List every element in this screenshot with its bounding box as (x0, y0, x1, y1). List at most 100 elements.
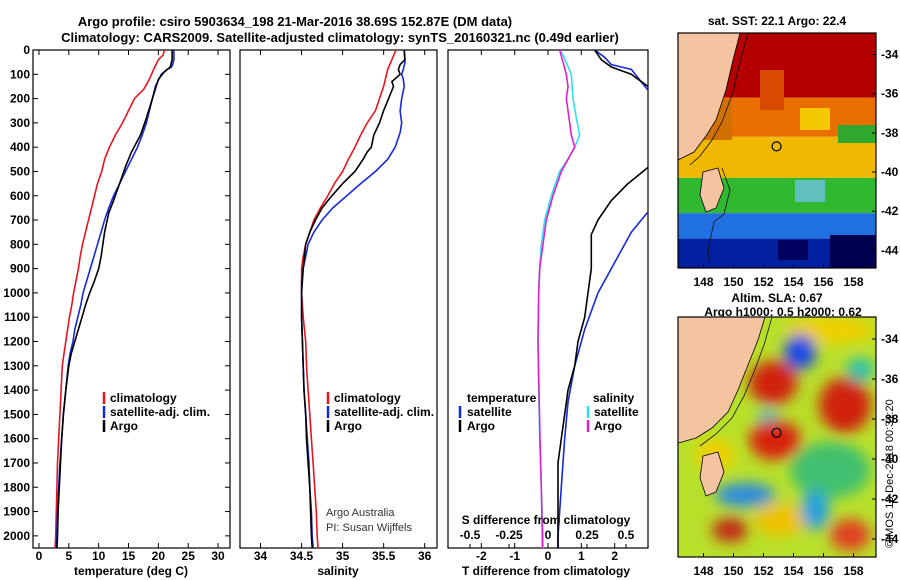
lon-tick-label: 152 (753, 275, 773, 289)
lat-tick-label: -34 (881, 332, 899, 346)
legend-label-s-satellite: satellite (594, 405, 639, 419)
sla-map: Altim. SLA: 0.67 Argo h1000: 0.5 h2000: … (677, 291, 899, 578)
temperature-xlabel: temperature (deg C) (74, 564, 188, 578)
x-tick-label: 20 (152, 549, 166, 563)
sst-patch (830, 235, 876, 268)
s-tick-label: 0.25 (575, 528, 599, 542)
lon-tick-label: 150 (723, 275, 743, 289)
x-tick-label: 30 (211, 549, 225, 563)
sla-blob (749, 420, 801, 460)
lat-tick-label: -42 (881, 204, 899, 218)
lon-tick-label: 154 (783, 564, 803, 578)
argo-position-marker (771, 141, 782, 152)
s-tick-label: 0 (545, 528, 552, 542)
depth-tick-label: 1500 (3, 407, 30, 421)
s-tick-label: -0.25 (495, 528, 523, 542)
sst-patch (800, 108, 830, 130)
lon-tick-label: 148 (693, 275, 713, 289)
lon-tick-label: 150 (723, 564, 743, 578)
salinity-legend: climatology satellite-adj. clim. Argo (326, 391, 434, 433)
sla-blob (749, 361, 797, 405)
sla-contour (699, 317, 773, 447)
x-tick-label: 0 (545, 549, 552, 563)
depth-tick-label: 900 (10, 262, 30, 276)
depth-tick-label: 2000 (3, 529, 30, 543)
sst-patch (760, 70, 784, 110)
sla-blob (754, 504, 806, 536)
sst-map: sat. SST: 22.1 Argo: 22.4 148 150 152 154 15… (677, 14, 899, 289)
depth-tick-label: 1700 (3, 456, 30, 470)
lat-tick-label: -34 (881, 48, 899, 62)
sla-blob (715, 483, 775, 507)
x-tick-label: 5 (65, 549, 72, 563)
legend-label-argo: Argo (334, 419, 362, 433)
legend-label-s-argo: Argo (594, 419, 622, 433)
sla-map-frame (677, 316, 877, 558)
lon-tick-label: 156 (813, 564, 833, 578)
sst-map-title: sat. SST: 22.1 Argo: 22.4 (708, 14, 847, 28)
salinity-xlabel: salinity (317, 564, 359, 578)
depth-tick-label: 300 (10, 116, 30, 130)
difference-legend-salinity: salinity satellite Argo (586, 391, 639, 433)
sst-map-frame (677, 32, 877, 269)
depth-tick-label: 600 (10, 189, 30, 203)
legend-label-climatology: climatology (110, 391, 177, 405)
series-s-argo (537, 50, 576, 548)
header-line2: Climatology: CARS2009. Satellite-adjuste… (61, 30, 619, 45)
sla-blob (830, 519, 870, 551)
s-tick-label: -0.5 (460, 528, 481, 542)
depth-tick-label: 1900 (3, 505, 30, 519)
legend-label-satellite: satellite-adj. clim. (334, 405, 434, 419)
s-difference-ticks: -0.5 -0.25 0 0.25 0.5 (460, 528, 635, 548)
x-tick-label: 25 (182, 549, 196, 563)
x-tick-label: 15 (122, 549, 136, 563)
series-argo (300, 50, 406, 548)
legend-title-temperature: temperature (467, 391, 537, 405)
x-tick-label: 1 (578, 549, 585, 563)
lon-tick-label: 152 (753, 564, 773, 578)
depth-tick-label: 500 (10, 164, 30, 178)
salinity-frame (239, 49, 438, 549)
temperature-panel: 0100200300400500600700800900100011001200… (3, 43, 648, 578)
sla-blob (784, 334, 816, 370)
lat-tick-label: -44 (881, 532, 899, 546)
credit-line1: Argo Australia (326, 507, 395, 519)
depth-tick-label: 100 (10, 67, 30, 81)
depth-tick-label: 800 (10, 237, 30, 251)
legend-title-salinity: salinity (593, 391, 635, 405)
series-t-satellite (557, 50, 648, 548)
header-line1: Argo profile: csiro 5903634_198 21-Mar-2… (78, 14, 512, 29)
sst-land-mainland (678, 33, 741, 161)
difference-legend-temperature: temperature satellite Argo (458, 391, 537, 433)
sst-patch (778, 240, 808, 260)
sla-map-title-2: Argo h1000: 0.5 h2000: 0.62 (704, 305, 862, 319)
x-tick-label: 36 (418, 549, 432, 563)
x-tick-label: 10 (92, 549, 106, 563)
sst-patch (838, 125, 876, 143)
lon-tick-label: 148 (693, 564, 713, 578)
x-tick-label: 35 (336, 549, 350, 563)
s-tick-label: 0.5 (618, 528, 635, 542)
lat-tick-label: -36 (881, 87, 899, 101)
x-tick-label: -1 (509, 549, 520, 563)
lat-tick-label: -40 (881, 452, 899, 466)
sst-contour (689, 33, 749, 268)
footer-timestamp: ©IMOS 13-Dec-2018 00:31:20 (884, 399, 896, 548)
difference-frame (447, 49, 649, 549)
salinity-panel: 34 34.5 35 35.5 36 salinity climatology sate… (239, 49, 438, 578)
credit-line2: PI: Susan Wijffels (326, 522, 412, 534)
temperature-legend: climatology satellite-adj. clim. Argo (102, 391, 210, 433)
argo-position-marker (771, 427, 782, 438)
salinity-x-ticks: 34 34.5 35 35.5 36 (254, 50, 432, 563)
depth-tick-label: 1800 (3, 480, 30, 494)
difference-lines (537, 50, 648, 548)
sla-anomalies (695, 317, 875, 551)
depth-tick-label: 1300 (3, 359, 30, 373)
series-climatology (54, 50, 166, 548)
legend-label-t-satellite: satellite (467, 405, 512, 419)
legend-label-climatology: climatology (334, 391, 401, 405)
sla-blob (801, 490, 829, 530)
sla-land-tasmania (699, 451, 725, 497)
depth-tick-label: 1100 (4, 310, 30, 324)
